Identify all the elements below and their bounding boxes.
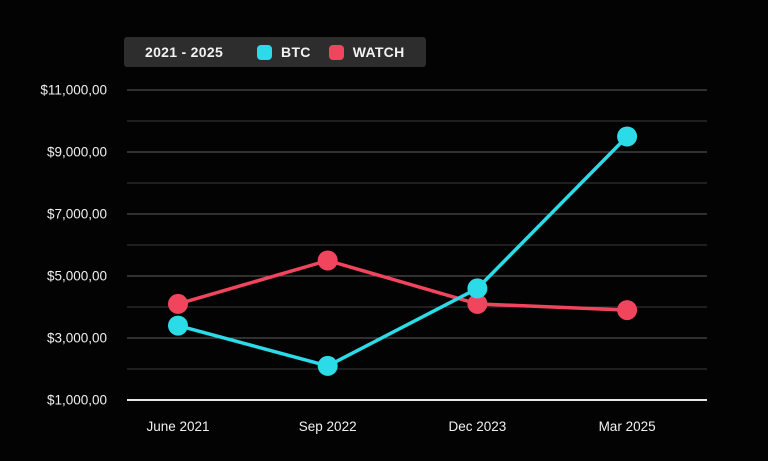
y-axis-tick-label: $11,000,00 [40, 83, 107, 98]
data-point-btc[interactable] [617, 126, 638, 147]
series-line-btc [176, 134, 629, 368]
chart-legend: 2021 - 2025 BTC WATCH [124, 37, 426, 67]
data-point-watch[interactable] [317, 250, 338, 271]
y-axis-tick-label: $9,000,00 [47, 145, 107, 160]
x-axis-tick-label: June 2021 [146, 419, 209, 434]
data-point-btc[interactable] [467, 278, 488, 299]
data-point-btc[interactable] [317, 355, 338, 376]
watch-color-swatch-icon [328, 44, 344, 60]
y-axis-tick-label: $1,000,00 [47, 393, 107, 408]
y-axis-tick-label: $3,000,00 [47, 331, 107, 346]
data-point-watch[interactable] [467, 293, 488, 314]
y-axis-tick-label: $5,000,00 [47, 269, 107, 284]
x-axis-tick-label: Dec 2023 [449, 419, 507, 434]
legend-label-watch: WATCH [352, 44, 405, 60]
btc-color-swatch-icon [257, 44, 273, 60]
x-axis-tick-label: Mar 2025 [599, 419, 656, 434]
data-point-watch[interactable] [168, 293, 188, 314]
legend-label-btc: BTC [281, 44, 311, 60]
x-axis-tick-label: Sep 2022 [299, 419, 357, 434]
y-axis-tick-label: $7,000,00 [47, 207, 107, 222]
legend-period-label: 2021 - 2025 [145, 44, 224, 60]
series-line-watch [176, 258, 629, 312]
data-point-watch[interactable] [617, 300, 638, 321]
data-point-btc[interactable] [168, 315, 188, 336]
legend-item-watch[interactable]: WATCH [328, 44, 405, 60]
legend-item-btc[interactable]: BTC [257, 44, 311, 60]
